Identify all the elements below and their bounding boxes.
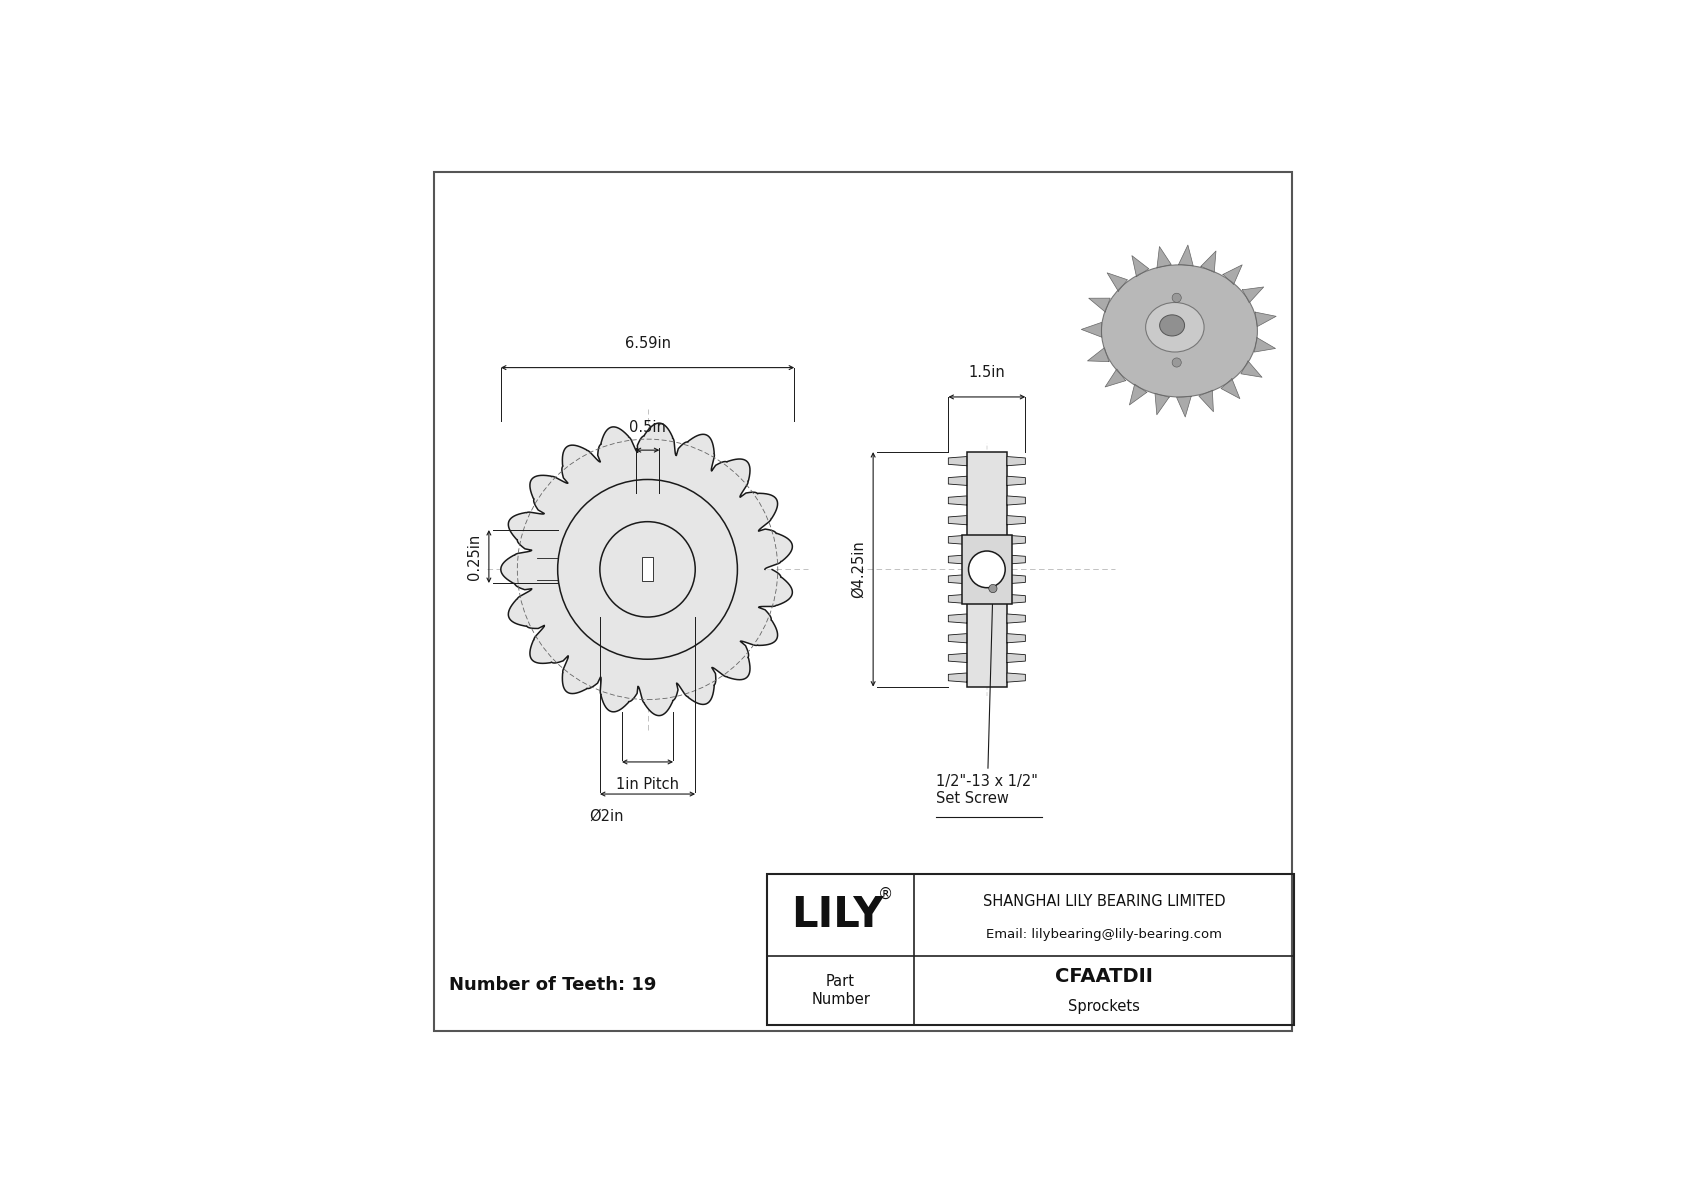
Polygon shape <box>948 476 967 486</box>
Polygon shape <box>948 495 967 505</box>
Polygon shape <box>1179 245 1194 266</box>
Polygon shape <box>1007 594 1026 604</box>
Polygon shape <box>1007 456 1026 466</box>
Text: Part
Number: Part Number <box>812 974 871 1006</box>
Polygon shape <box>1223 264 1243 285</box>
Polygon shape <box>948 615 967 623</box>
Polygon shape <box>1157 247 1172 268</box>
Ellipse shape <box>1145 303 1204 353</box>
Polygon shape <box>1007 476 1026 486</box>
Polygon shape <box>1090 298 1110 312</box>
Polygon shape <box>948 594 967 604</box>
Text: Ø4.25in: Ø4.25in <box>850 541 866 598</box>
Polygon shape <box>1199 391 1214 412</box>
Polygon shape <box>500 423 793 716</box>
Text: 6.59in: 6.59in <box>625 336 670 351</box>
Bar <box>642 557 653 581</box>
Polygon shape <box>1201 251 1216 273</box>
Text: SHANGHAI LILY BEARING LIMITED: SHANGHAI LILY BEARING LIMITED <box>983 893 1226 909</box>
Polygon shape <box>1007 555 1026 565</box>
Text: 1in Pitch: 1in Pitch <box>616 777 679 792</box>
Polygon shape <box>1007 673 1026 682</box>
Polygon shape <box>948 673 967 682</box>
Text: Sprockets: Sprockets <box>1068 999 1140 1015</box>
Text: 1.5in: 1.5in <box>968 366 1005 380</box>
Polygon shape <box>1221 379 1239 399</box>
Polygon shape <box>1155 393 1169 414</box>
Bar <box>766 874 1293 1025</box>
Text: Ø2in: Ø2in <box>589 809 623 824</box>
Polygon shape <box>948 555 967 565</box>
Text: ®: ® <box>877 887 893 902</box>
Text: Number of Teeth: 19: Number of Teeth: 19 <box>448 975 655 993</box>
Polygon shape <box>948 654 967 662</box>
Text: Email: lilybearing@lily-bearing.com: Email: lilybearing@lily-bearing.com <box>987 928 1223 941</box>
Polygon shape <box>1241 361 1261 378</box>
Polygon shape <box>1130 385 1147 405</box>
Bar <box>967 451 1007 687</box>
Ellipse shape <box>1101 264 1258 397</box>
Polygon shape <box>1106 273 1128 292</box>
Text: CFAATDII: CFAATDII <box>1056 967 1154 986</box>
Polygon shape <box>948 456 967 466</box>
Circle shape <box>1172 293 1180 303</box>
Polygon shape <box>1007 574 1026 584</box>
Polygon shape <box>1081 323 1101 337</box>
Text: 0.25in: 0.25in <box>466 534 482 580</box>
Text: 0.5in: 0.5in <box>630 420 665 436</box>
Bar <box>962 535 1012 604</box>
Polygon shape <box>1007 634 1026 643</box>
Polygon shape <box>948 516 967 525</box>
Polygon shape <box>1132 256 1148 276</box>
Circle shape <box>989 585 997 593</box>
Polygon shape <box>948 535 967 544</box>
Circle shape <box>1172 358 1180 367</box>
Polygon shape <box>1007 615 1026 623</box>
Polygon shape <box>1007 516 1026 525</box>
Polygon shape <box>1255 312 1276 326</box>
Text: LILY: LILY <box>791 893 882 936</box>
Polygon shape <box>1007 535 1026 544</box>
Polygon shape <box>1105 369 1125 387</box>
Polygon shape <box>1243 287 1263 303</box>
Polygon shape <box>1007 654 1026 662</box>
Polygon shape <box>1255 337 1275 353</box>
Polygon shape <box>1177 397 1191 417</box>
Polygon shape <box>948 634 967 643</box>
Ellipse shape <box>1160 314 1184 336</box>
Polygon shape <box>1088 348 1110 362</box>
Circle shape <box>968 551 1005 587</box>
Text: 1/2"-13 x 1/2"
Set Screw: 1/2"-13 x 1/2" Set Screw <box>936 591 1039 806</box>
Polygon shape <box>1007 495 1026 505</box>
Polygon shape <box>948 574 967 584</box>
